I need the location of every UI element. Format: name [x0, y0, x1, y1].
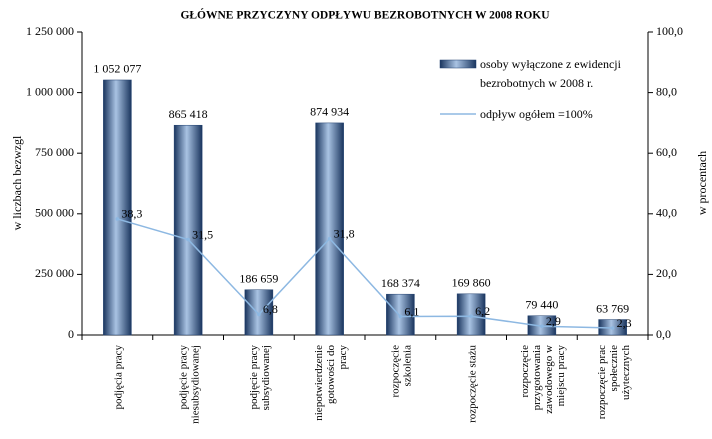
line-value-label: 2,9	[546, 314, 561, 328]
y2-tick-label: 100,0	[656, 24, 683, 38]
bar	[315, 122, 344, 336]
chart-title: GŁÓWNE PRZYCZYNY ODPŁYWU BEZROBOTNYCH W …	[180, 8, 550, 22]
legend-swatch	[439, 59, 477, 69]
line-value-label: 6,1	[404, 304, 419, 318]
bar	[386, 293, 415, 336]
bar	[173, 124, 203, 336]
y-axis-label: w liczbach bezwzgl	[10, 135, 24, 230]
line-value-label: 2,3	[617, 316, 632, 330]
y2-axis-label: w procentach	[695, 151, 709, 215]
y2-tick-label: 0,0	[656, 327, 671, 341]
line-point	[610, 326, 615, 330]
y2-tick-label: 20,0	[656, 266, 677, 280]
x-tick-label: rozpoczęcie pracspołecznieużytecznych	[596, 345, 632, 420]
line-point	[115, 217, 120, 221]
bar-value-label: 874 934	[310, 105, 349, 119]
y-tick-label: 500 000	[35, 206, 74, 220]
line-point	[257, 312, 261, 317]
legend-label: osoby wyłączone z ewidencji bezrobotnych …	[480, 57, 622, 90]
bar-value-label: 79 440	[525, 297, 558, 311]
line-point	[469, 314, 473, 319]
bar-value-label: 865 418	[169, 107, 208, 121]
x-tick-label: rozpoczęcie stażu	[466, 345, 478, 423]
line-value-label: 31,8	[334, 226, 355, 240]
x-tick-label: rozpoczęcieszkolenia	[390, 345, 414, 398]
y-tick-label: 0	[68, 327, 74, 341]
y2-tick-label: 80,0	[656, 84, 677, 98]
y2-tick-label: 60,0	[656, 145, 677, 159]
bar	[456, 293, 486, 336]
x-tick-label: rozpoczęcieprzygotowaniazawodowego wmiej…	[519, 345, 567, 414]
line	[117, 218, 613, 329]
y-tick-label: 1 000 000	[26, 84, 74, 98]
line-point	[398, 314, 403, 319]
line-value-label: 6,2	[475, 304, 490, 318]
x-tick-label: podjęcie pracyniesubsydiowanej	[177, 345, 201, 424]
line-value-label: 6,8	[263, 302, 278, 316]
line-value-label: 31,5	[192, 227, 213, 241]
line-point	[327, 236, 332, 241]
bar-value-label: 1 052 077	[93, 62, 141, 76]
y2-tick-label: 40,0	[656, 206, 677, 220]
y-tick-label: 250 000	[35, 266, 74, 280]
x-tick-label: podjęcie pracysubsydiowanej	[248, 345, 272, 411]
bar-value-label: 63 769	[596, 301, 629, 315]
line-value-label: 38,3	[121, 207, 142, 221]
line-point	[540, 324, 544, 329]
x-tick-label: podjęcia pracy	[113, 345, 125, 410]
bar-value-label: 186 659	[239, 272, 278, 286]
bar-value-label: 168 374	[381, 276, 420, 290]
bar	[244, 289, 274, 336]
x-tick-label: niepotwierdzeniegotowości dopracy	[313, 345, 349, 421]
line-point	[186, 237, 190, 242]
y-tick-label: 1 250 000	[26, 24, 74, 38]
y-tick-label: 750 000	[35, 145, 74, 159]
bar	[103, 79, 132, 336]
legend-label: odpływ ogółem =100%	[480, 107, 593, 121]
bar-value-label: 169 860	[452, 276, 491, 290]
